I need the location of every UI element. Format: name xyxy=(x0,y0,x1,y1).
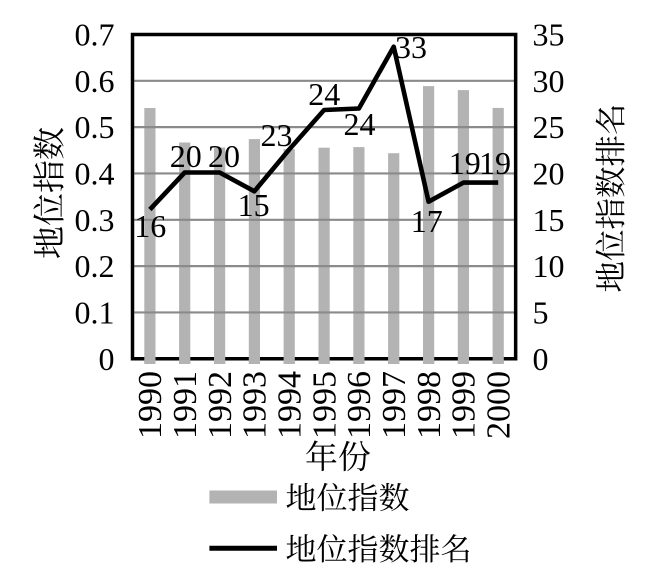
svg-text:1998: 1998 xyxy=(411,371,448,439)
svg-text:1997: 1997 xyxy=(376,371,413,439)
svg-text:1991: 1991 xyxy=(167,371,204,439)
svg-text:24: 24 xyxy=(344,106,376,142)
svg-text:0.3: 0.3 xyxy=(75,202,115,238)
svg-text:33: 33 xyxy=(395,29,427,65)
svg-text:1996: 1996 xyxy=(341,371,378,439)
svg-text:10: 10 xyxy=(533,248,565,284)
svg-text:0.4: 0.4 xyxy=(75,156,115,192)
svg-text:0: 0 xyxy=(99,341,115,377)
svg-text:1995: 1995 xyxy=(306,371,343,439)
svg-text:0.7: 0.7 xyxy=(75,17,115,53)
svg-text:0.2: 0.2 xyxy=(75,248,115,284)
svg-text:20: 20 xyxy=(170,138,202,174)
svg-text:1993: 1993 xyxy=(237,371,274,439)
svg-text:16: 16 xyxy=(134,208,166,244)
svg-text:17: 17 xyxy=(411,203,443,239)
svg-text:25: 25 xyxy=(533,109,565,145)
svg-text:23: 23 xyxy=(261,117,293,153)
svg-text:0.5: 0.5 xyxy=(75,109,115,145)
svg-text:20: 20 xyxy=(533,156,565,192)
svg-text:15: 15 xyxy=(533,202,565,238)
svg-text:2000: 2000 xyxy=(481,371,518,439)
svg-text:35: 35 xyxy=(533,17,565,53)
svg-text:24: 24 xyxy=(308,76,340,112)
svg-text:19: 19 xyxy=(479,145,511,181)
svg-text:0: 0 xyxy=(533,341,549,377)
svg-text:0.1: 0.1 xyxy=(75,294,115,330)
svg-text:19: 19 xyxy=(449,145,481,181)
svg-text:1992: 1992 xyxy=(202,371,239,439)
svg-text:1999: 1999 xyxy=(446,371,483,439)
svg-text:5: 5 xyxy=(533,294,549,330)
svg-text:0.6: 0.6 xyxy=(75,63,115,99)
svg-text:15: 15 xyxy=(238,187,270,223)
svg-text:30: 30 xyxy=(533,63,565,99)
svg-text:1994: 1994 xyxy=(272,371,309,439)
svg-text:1990: 1990 xyxy=(132,371,169,439)
svg-text:20: 20 xyxy=(208,138,240,174)
